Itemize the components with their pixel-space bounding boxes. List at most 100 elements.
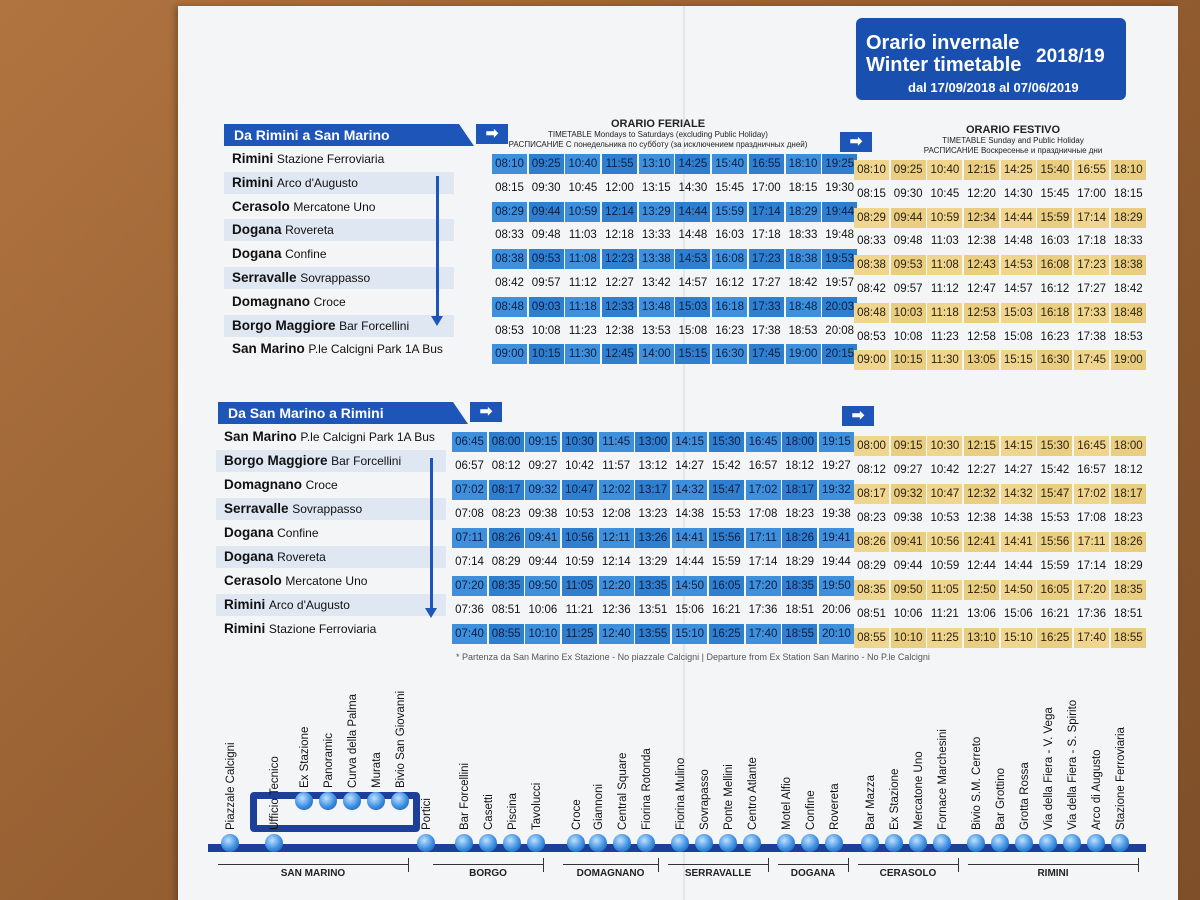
departure-time: 12:58 bbox=[967, 330, 996, 343]
route-stop-dot bbox=[527, 834, 545, 852]
departure-time: 15:08 bbox=[678, 324, 708, 337]
departure-time: 12:44 bbox=[967, 560, 996, 572]
time-row: 08:53 10:08 11:23 12:58 15:08 16:23 17:38 18:53 bbox=[854, 327, 1148, 347]
time-row: 08:48 09:03 11:18 12:33 13:48 15:03 16:18 17:33… bbox=[492, 296, 859, 317]
route-stop-name: Panoramic bbox=[323, 733, 335, 788]
departure-time: 13:33 bbox=[641, 229, 671, 242]
departure-time: 18:12 bbox=[1113, 464, 1143, 476]
zone-divider bbox=[433, 864, 543, 865]
departure-time: 17:45 bbox=[748, 344, 784, 365]
stop-row: San Marino P.le Calcigni Park 1A Bus bbox=[216, 426, 446, 448]
departure-time: 14:25 bbox=[1000, 160, 1036, 180]
departure-time: 08:00 bbox=[488, 432, 524, 452]
stop-name: Domagnano bbox=[224, 477, 303, 492]
route-stop-dot bbox=[319, 792, 337, 810]
route-stop-dot bbox=[417, 834, 435, 852]
zone-label: BORGO bbox=[469, 868, 507, 879]
departure-time: 19:48 bbox=[825, 229, 855, 242]
departure-time: 18:29 bbox=[785, 556, 815, 568]
departure-time: 14:48 bbox=[1003, 235, 1033, 248]
route-stop-dot bbox=[265, 834, 283, 852]
departure-time: 12:20 bbox=[967, 187, 996, 200]
timetable-badge: Orario invernale Winter timetable 2018/1… bbox=[856, 18, 1126, 100]
departure-time: 06:57 bbox=[455, 460, 484, 472]
time-row: 08:33 09:48 11:03 12:18 13:33 14:48 16:03 17:18… bbox=[492, 225, 859, 245]
departure-time: 10:15 bbox=[890, 350, 926, 371]
departure-time: 08:10 bbox=[854, 160, 889, 180]
stop-detail: Croce bbox=[313, 294, 346, 309]
departure-time: 12:27 bbox=[967, 464, 996, 476]
departure-time: 14:50 bbox=[672, 576, 708, 596]
departure-time: 10:56 bbox=[562, 528, 598, 548]
zone-divider bbox=[563, 864, 658, 865]
departure-time: 06:45 bbox=[452, 432, 487, 452]
route-stop-name: Ponte Mellini bbox=[723, 764, 735, 830]
paper-fold bbox=[683, 6, 685, 900]
departure-time: 18:53 bbox=[1113, 330, 1143, 343]
feriale-header: ORARIO FERIALE TIMETABLE Mondays to Satu… bbox=[478, 118, 838, 150]
route-stop-name: Mercatone Uno bbox=[913, 751, 925, 830]
route-stop-name: Bar Forcellini bbox=[459, 762, 471, 830]
departure-time: 20:15 bbox=[822, 344, 858, 365]
departure-time: 11:12 bbox=[568, 277, 597, 289]
departure-time: 18:00 bbox=[1110, 436, 1146, 456]
departure-time: 17:45 bbox=[1074, 350, 1110, 371]
departure-time: 08:26 bbox=[488, 528, 524, 548]
departure-time: 11:57 bbox=[602, 460, 631, 472]
departure-time: 13:42 bbox=[641, 277, 671, 289]
departure-time: 10:40 bbox=[927, 160, 963, 180]
stop-name: Rimini bbox=[224, 621, 266, 636]
departure-time: 10:40 bbox=[565, 154, 601, 174]
departure-time: 08:48 bbox=[492, 296, 527, 317]
validity-dates: dal 17/09/2018 al 07/06/2019 bbox=[908, 80, 1079, 95]
departure-time: 12:38 bbox=[967, 512, 996, 524]
departure-time: 15:59 bbox=[1040, 560, 1070, 572]
departure-time: 18:48 bbox=[785, 296, 821, 317]
stop-name: Dogana bbox=[224, 525, 274, 540]
time-row: 07:40 08:55 10:10 11:25 12:40 13:55 15:10 16:25… bbox=[452, 624, 856, 644]
departure-time: 11:25 bbox=[562, 624, 598, 644]
route-stop-name: Bar Mazza bbox=[865, 775, 877, 830]
departure-time: 18:29 bbox=[1113, 560, 1143, 572]
departure-time: 17:20 bbox=[1074, 580, 1110, 600]
time-row: 08:42 09:57 11:12 12:47 14:57 16:12 17:27 18:42 bbox=[854, 279, 1148, 299]
title-italian: Orario invernale bbox=[866, 32, 1020, 54]
departure-time: 11:30 bbox=[565, 344, 601, 365]
route-stop-name: Piazzale Calcigni bbox=[225, 742, 237, 830]
time-row: 09:00 10:15 11:30 12:45 14:00 15:15 16:30 17:45… bbox=[492, 344, 859, 365]
departure-time: 10:59 bbox=[565, 201, 601, 222]
departure-time: 09:00 bbox=[492, 344, 527, 365]
zone-divider bbox=[668, 864, 768, 865]
time-row: 08:15 09:30 10:45 12:20 14:30 15:45 17:00 18:15 bbox=[854, 184, 1148, 204]
departure-time: 18:23 bbox=[785, 508, 815, 520]
stop-name: Domagnano bbox=[232, 293, 311, 309]
departure-time: 16:12 bbox=[715, 277, 745, 289]
departure-time: 19:25 bbox=[822, 154, 858, 174]
direction-arrow-icon: ➡ bbox=[470, 402, 502, 422]
route-stop-dot bbox=[1063, 834, 1081, 852]
departure-time: 15:10 bbox=[1000, 628, 1036, 648]
departure-time: 07:40 bbox=[452, 624, 487, 644]
departure-time: 09:50 bbox=[890, 580, 926, 600]
festivo-subtitle-en: TIMETABLE Sunday and Public Holiday bbox=[942, 136, 1084, 145]
departure-time: 15:15 bbox=[675, 344, 711, 365]
departure-time: 11:05 bbox=[927, 580, 963, 600]
departure-time: 15:45 bbox=[715, 181, 745, 194]
route-stop-dot bbox=[343, 792, 361, 810]
stop-row: Domagnano Croce bbox=[224, 291, 454, 313]
festivo-subtitle-ru: РАСПИСАНИЕ Воскресенье и праздничные дни bbox=[923, 146, 1103, 155]
departure-time: 13:35 bbox=[635, 576, 671, 596]
departure-time: 10:56 bbox=[927, 532, 963, 552]
departure-time: 10:42 bbox=[930, 464, 960, 476]
departure-time: 16:25 bbox=[1037, 628, 1073, 648]
departure-time: 13:48 bbox=[638, 296, 674, 317]
departure-time: 18:51 bbox=[785, 604, 815, 616]
departure-time: 14:57 bbox=[678, 277, 708, 289]
departure-time: 18:48 bbox=[1110, 302, 1146, 323]
stop-name: San Marino bbox=[232, 341, 305, 357]
stop-name: Dogana bbox=[232, 222, 282, 238]
departure-time: 11:21 bbox=[565, 604, 594, 616]
departure-time: 12:38 bbox=[605, 324, 634, 337]
route-stop-dot bbox=[613, 834, 631, 852]
departure-time: 18:55 bbox=[1110, 628, 1146, 648]
